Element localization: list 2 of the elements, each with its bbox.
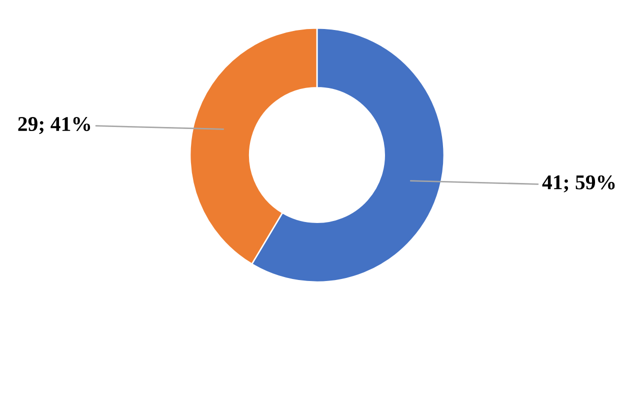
data-label: 41; 59% — [542, 175, 615, 192]
data-label: 29; 41% — [18, 117, 90, 134]
